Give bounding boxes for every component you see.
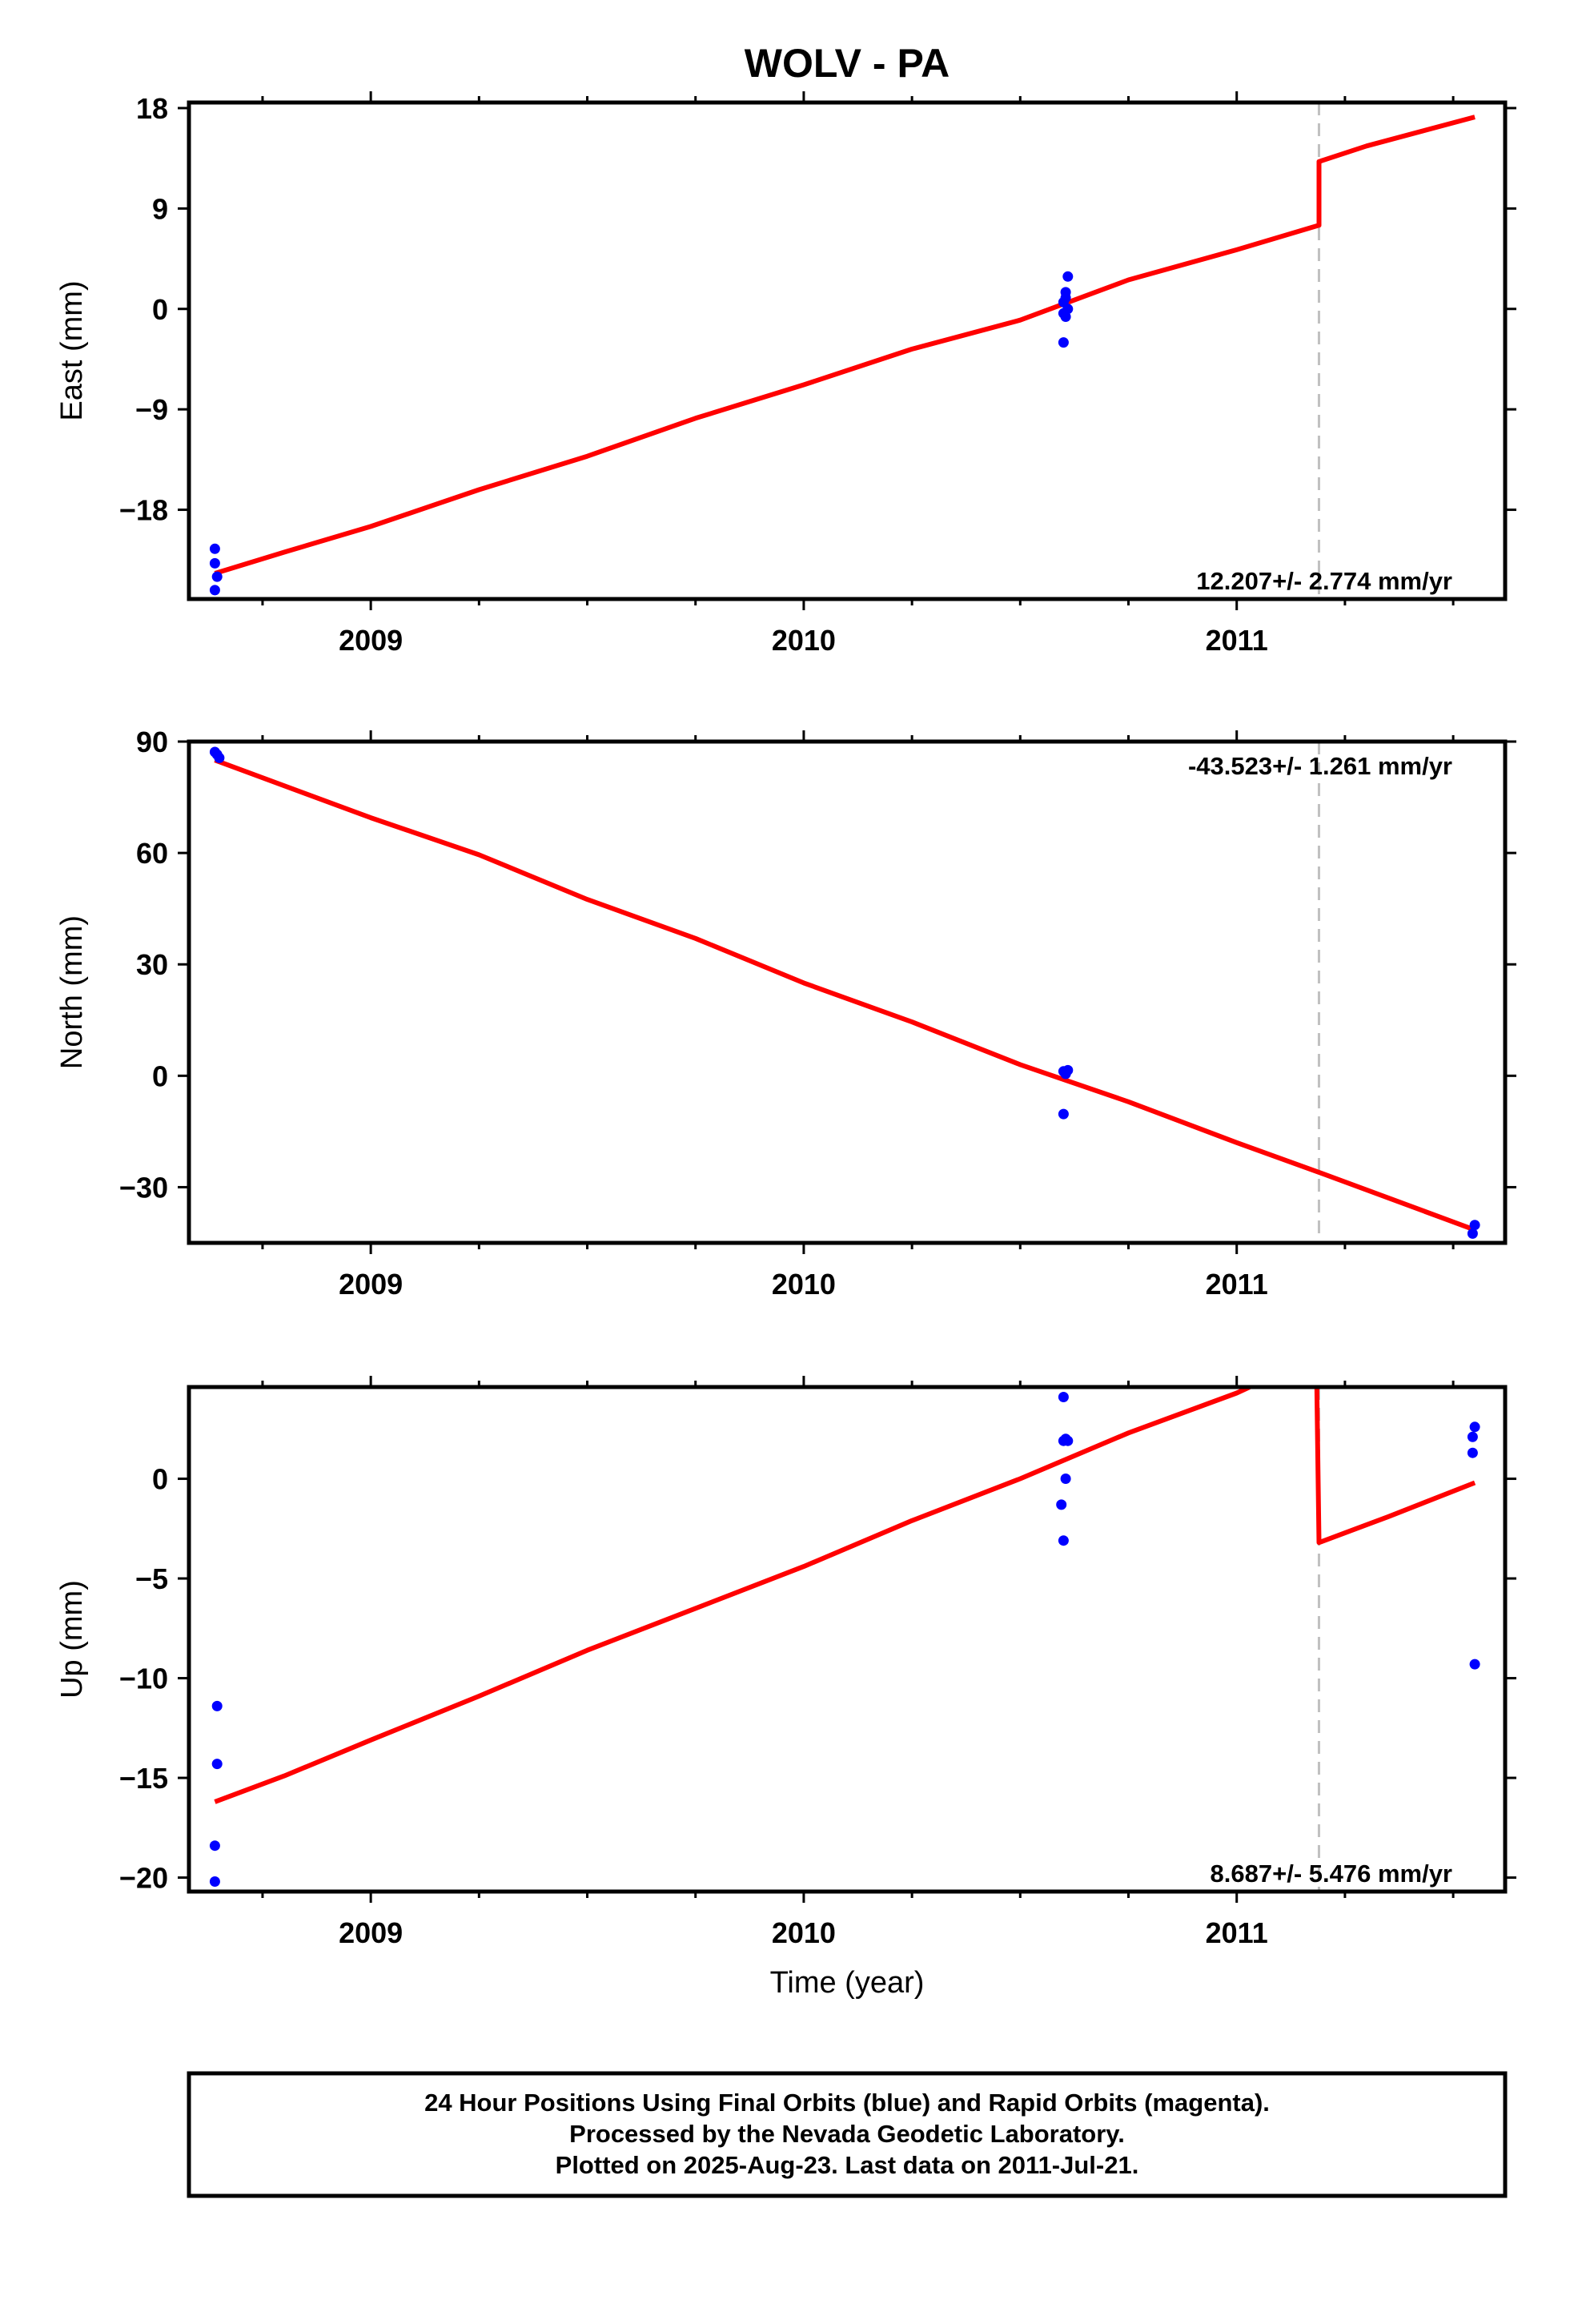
up-ytick-label: −15 [119,1762,168,1795]
east-xtick-label: 2010 [772,624,836,657]
up-data-point [1062,1435,1074,1446]
up-panel: 0 −5 −10 −15 −20 2009 2010 2011 Up (mm) 8.687+/- … [55,1376,1516,1949]
north-data-point [1467,1228,1478,1239]
up-data-point [211,1700,223,1711]
north-xtick-label: 2009 [339,1268,403,1301]
east-ytick-label: −9 [135,393,168,426]
up-ytick-label: −5 [135,1562,168,1595]
north-data-point [1062,1064,1074,1076]
x-axis-label: Time (year) [770,1966,925,2000]
east-data-point [1060,312,1071,322]
north-xtick-label: 2011 [1206,1268,1268,1301]
north-data-point [214,752,225,763]
north-frame [187,739,1508,1245]
east-ytick-label: 9 [152,192,168,225]
north-ytick-label: 60 [136,837,168,870]
north-panel: 90 60 30 0 −30 2009 2010 2011 North (mm) -43.523+… [55,726,1516,1301]
east-frame [187,100,1508,601]
up-data-point [1469,1421,1480,1433]
east-data-point [209,543,220,554]
up-xtick-label: 2009 [339,1916,403,1949]
east-data-point [211,571,223,582]
east-xtick-label: 2011 [1206,624,1268,657]
up-model-line-post [1314,1387,1476,1546]
up-model-line [214,1387,1251,1804]
east-data-point [1062,271,1074,282]
footer-box [187,2071,1508,2198]
up-xtick-label: 2011 [1206,1916,1268,1949]
east-data-point [209,585,220,596]
footer-line-1: 24 Hour Positions Using Final Orbits (bl… [424,2089,1270,2117]
north-y-axis-label: North (mm) [55,915,89,1069]
up-data-point [1467,1447,1478,1458]
up-data-point [1467,1431,1478,1442]
north-data-point [1469,1220,1480,1231]
up-ytick-label: 0 [152,1463,168,1496]
east-model-line [214,115,1476,576]
up-data-point [1058,1535,1069,1546]
up-xtick-label: 2010 [772,1916,836,1949]
footer-line-3: Plotted on 2025-Aug-23. Last data on 201… [556,2151,1139,2179]
up-ytick-label: −10 [119,1663,168,1695]
up-data-point [1469,1659,1480,1670]
up-data-point [1060,1474,1071,1484]
up-ytick-label: −20 [119,1862,168,1895]
east-data-point [1060,287,1071,298]
footer-line-2: Processed by the Nevada Geodetic Laborat… [569,2120,1125,2148]
up-data-point [209,1840,220,1852]
east-xtick-label: 2009 [339,624,403,657]
north-data-point [1058,1108,1069,1120]
north-ytick-label: 0 [152,1059,168,1092]
north-rate-text: -43.523+/- 1.261 mm/yr [1188,752,1452,780]
north-xtick-label: 2010 [772,1268,836,1301]
east-ytick-label: −18 [119,494,168,527]
north-ytick-label: 90 [136,726,168,758]
north-ytick-label: −30 [119,1171,168,1204]
up-data-point [209,1876,220,1887]
east-data-point [1058,337,1069,348]
east-ytick-label: 0 [152,293,168,326]
up-y-axis-label: Up (mm) [55,1580,89,1699]
east-y-axis-label: East (mm) [55,280,89,420]
north-ytick-label: 30 [136,948,168,981]
east-rate-text: 12.207+/- 2.774 mm/yr [1196,567,1452,595]
up-data-point [211,1759,223,1770]
plot-title: WOLV - PA [745,41,950,86]
up-data-point [1056,1499,1067,1510]
east-panel: 18 9 0 −9 −18 2009 2010 2011 East (mm) 12.207+/- … [55,91,1516,657]
up-data-point [1058,1392,1069,1402]
north-model-line [214,758,1476,1232]
east-ytick-label: 18 [136,92,168,125]
up-rate-text: 8.687+/- 5.476 mm/yr [1211,1860,1452,1888]
east-data-point [209,557,220,569]
up-frame [187,1385,1508,1894]
